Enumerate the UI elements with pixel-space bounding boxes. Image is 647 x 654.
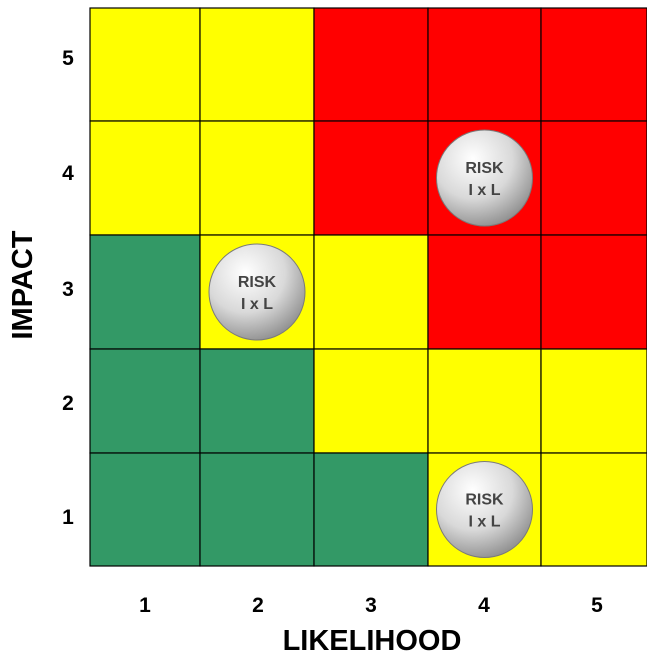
cell-impact-5-likelihood-4 [427, 7, 542, 122]
risk-marker-circle [436, 129, 533, 227]
risk-marker-formula: I x L [241, 296, 273, 313]
cell-impact-1-likelihood-2 [199, 452, 315, 567]
x-tick-2: 2 [252, 594, 264, 617]
risk-marker-circle [208, 243, 306, 341]
cell-impact-2-likelihood-5 [540, 348, 647, 454]
cell-impact-3-likelihood-4 [427, 234, 542, 350]
y-tick-5: 5 [62, 47, 74, 70]
risk-marker-label: RISK [465, 160, 504, 177]
risk-marker-label: RISK [238, 274, 277, 291]
cell-impact-5-likelihood-1 [89, 7, 201, 122]
cell-impact-3-likelihood-5 [540, 234, 647, 350]
cell-impact-5-likelihood-3 [313, 7, 429, 122]
cell-impact-2-likelihood-2 [199, 348, 315, 454]
risk-marker-label: RISK [465, 492, 504, 509]
cell-impact-5-likelihood-2 [199, 7, 315, 122]
risk-marker-formula: I x L [468, 514, 500, 531]
cell-impact-3-likelihood-3 [313, 234, 429, 350]
risk-marker-formula: I x L [468, 182, 500, 199]
cell-impact-4-likelihood-3 [313, 120, 429, 236]
risk-marker: RISK I x L [436, 461, 533, 558]
x-tick-1: 1 [139, 594, 151, 617]
cell-impact-1-likelihood-1 [89, 452, 201, 567]
cell-impact-4-likelihood-2 [199, 120, 315, 236]
y-axis-title: IMPACT [7, 230, 39, 339]
cell-impact-5-likelihood-5 [540, 7, 647, 122]
risk-marker: RISK I x L [208, 243, 306, 341]
y-tick-4: 4 [62, 162, 74, 185]
cell-impact-1-likelihood-5 [540, 452, 647, 567]
risk-grid [89, 7, 647, 567]
cell-impact-3-likelihood-1 [89, 234, 201, 350]
y-tick-1: 1 [62, 506, 74, 529]
cell-impact-2-likelihood-4 [427, 348, 542, 454]
risk-marker: RISK I x L [436, 129, 533, 227]
cell-impact-4-likelihood-5 [540, 120, 647, 236]
cell-impact-2-likelihood-3 [313, 348, 429, 454]
cell-impact-4-likelihood-1 [89, 120, 201, 236]
cell-impact-2-likelihood-1 [89, 348, 201, 454]
x-tick-4: 4 [478, 594, 490, 617]
x-axis-title: LIKELIHOOD [283, 625, 462, 654]
cell-impact-1-likelihood-3 [313, 452, 429, 567]
y-tick-3: 3 [62, 278, 74, 301]
x-tick-3: 3 [365, 594, 377, 617]
risk-marker-circle [436, 461, 533, 558]
risk-markers: RISK I x L RISK I x L RISK I x L [208, 129, 533, 558]
x-tick-5: 5 [591, 594, 603, 617]
y-tick-2: 2 [62, 392, 74, 415]
